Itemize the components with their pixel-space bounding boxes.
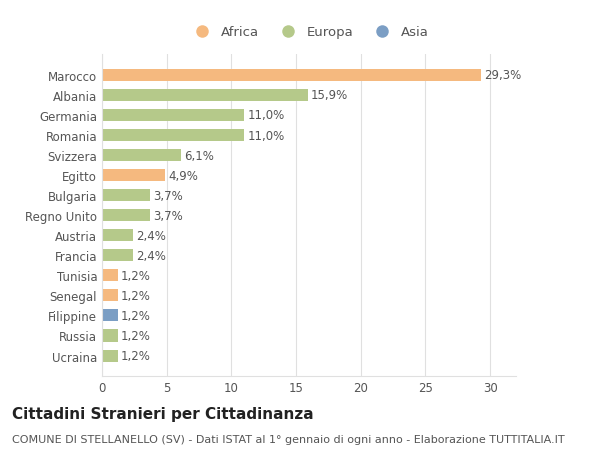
Text: 6,1%: 6,1% — [184, 149, 214, 162]
Text: 1,2%: 1,2% — [121, 349, 151, 362]
Text: 3,7%: 3,7% — [153, 209, 183, 222]
Bar — [102, 250, 133, 262]
Bar — [102, 310, 118, 322]
Bar — [102, 70, 481, 82]
Text: 11,0%: 11,0% — [248, 109, 285, 122]
Text: 2,4%: 2,4% — [136, 229, 166, 242]
Bar — [102, 230, 133, 242]
Bar — [102, 150, 181, 162]
Text: 29,3%: 29,3% — [484, 69, 521, 82]
Text: 15,9%: 15,9% — [311, 89, 348, 102]
Text: 2,4%: 2,4% — [136, 249, 166, 262]
Text: 1,2%: 1,2% — [121, 309, 151, 322]
Bar — [102, 210, 150, 222]
Bar — [102, 110, 244, 122]
Text: COMUNE DI STELLANELLO (SV) - Dati ISTAT al 1° gennaio di ogni anno - Elaborazion: COMUNE DI STELLANELLO (SV) - Dati ISTAT … — [12, 434, 565, 444]
Bar — [102, 270, 118, 282]
Bar — [102, 290, 118, 302]
Legend: Africa, Europa, Asia: Africa, Europa, Asia — [189, 26, 429, 39]
Text: Cittadini Stranieri per Cittadinanza: Cittadini Stranieri per Cittadinanza — [12, 406, 314, 421]
Bar — [102, 170, 166, 182]
Text: 11,0%: 11,0% — [248, 129, 285, 142]
Bar — [102, 130, 244, 142]
Text: 1,2%: 1,2% — [121, 269, 151, 282]
Text: 1,2%: 1,2% — [121, 329, 151, 342]
Text: 1,2%: 1,2% — [121, 289, 151, 302]
Bar — [102, 190, 150, 202]
Bar — [102, 90, 308, 102]
Bar — [102, 330, 118, 342]
Text: 3,7%: 3,7% — [153, 189, 183, 202]
Bar — [102, 350, 118, 362]
Text: 4,9%: 4,9% — [169, 169, 199, 182]
